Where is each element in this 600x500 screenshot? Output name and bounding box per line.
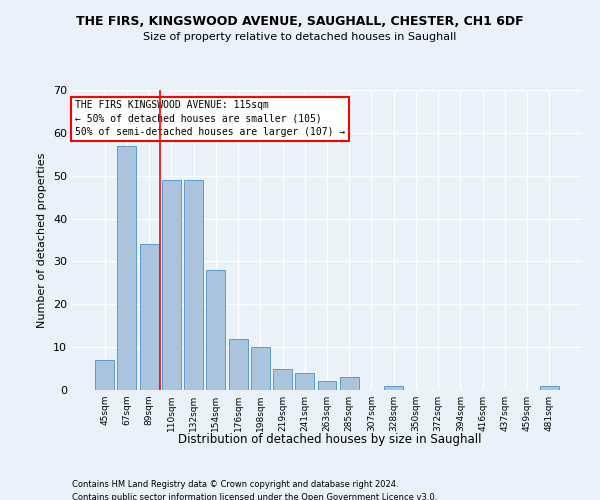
- Bar: [184, 180, 203, 390]
- Text: Contains HM Land Registry data © Crown copyright and database right 2024.: Contains HM Land Registry data © Crown c…: [72, 480, 398, 489]
- Bar: [295, 373, 314, 390]
- Bar: [317, 382, 337, 390]
- Bar: [118, 146, 136, 390]
- Bar: [384, 386, 403, 390]
- Bar: [251, 347, 270, 390]
- Bar: [95, 360, 114, 390]
- Text: THE FIRS, KINGSWOOD AVENUE, SAUGHALL, CHESTER, CH1 6DF: THE FIRS, KINGSWOOD AVENUE, SAUGHALL, CH…: [76, 15, 524, 28]
- Bar: [540, 386, 559, 390]
- Bar: [162, 180, 181, 390]
- Y-axis label: Number of detached properties: Number of detached properties: [37, 152, 47, 328]
- Bar: [229, 338, 248, 390]
- Text: THE FIRS KINGSWOOD AVENUE: 115sqm
← 50% of detached houses are smaller (105)
50%: THE FIRS KINGSWOOD AVENUE: 115sqm ← 50% …: [74, 100, 345, 137]
- Bar: [273, 368, 292, 390]
- Bar: [140, 244, 158, 390]
- Text: Distribution of detached houses by size in Saughall: Distribution of detached houses by size …: [178, 432, 482, 446]
- Bar: [206, 270, 225, 390]
- Bar: [340, 377, 359, 390]
- Text: Contains public sector information licensed under the Open Government Licence v3: Contains public sector information licen…: [72, 492, 437, 500]
- Text: Size of property relative to detached houses in Saughall: Size of property relative to detached ho…: [143, 32, 457, 42]
